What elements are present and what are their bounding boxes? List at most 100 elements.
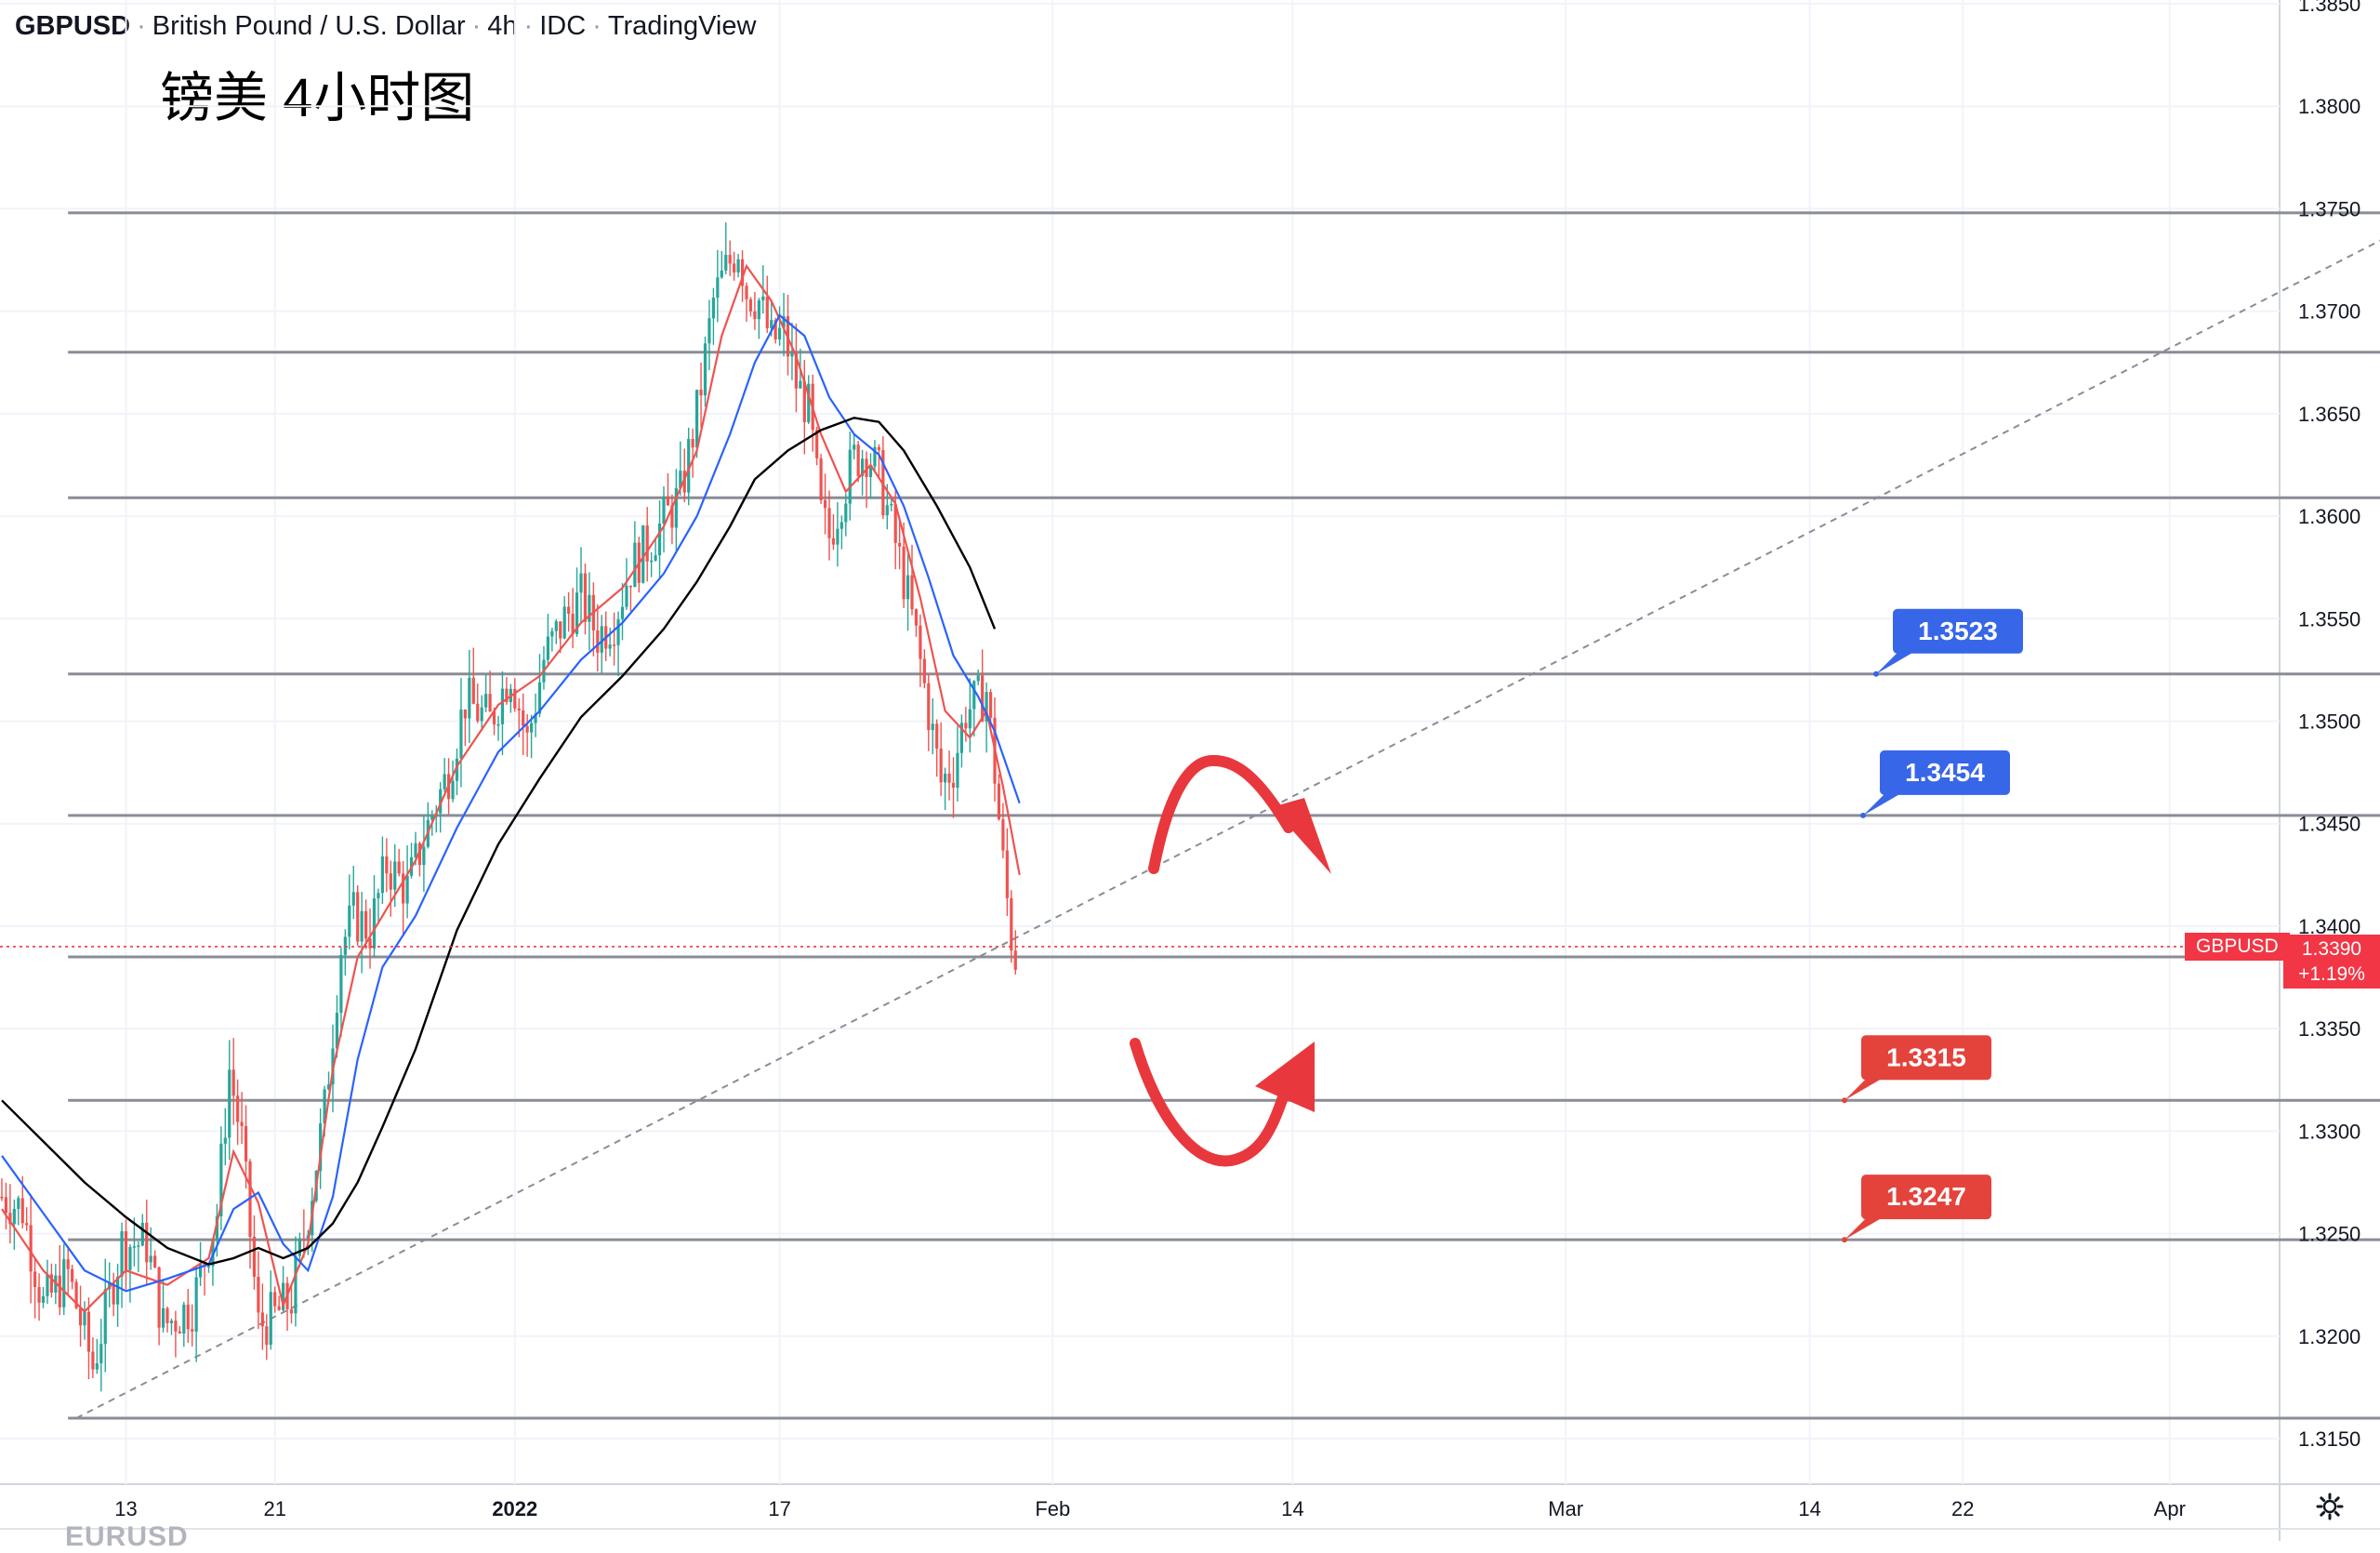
candle-down (20, 1198, 24, 1224)
candle-up (380, 856, 384, 894)
candle-up (223, 1137, 227, 1144)
moving-average-fast (1, 263, 1021, 1313)
support-arrow-curve (1130, 1038, 1289, 1167)
candle-down (174, 1321, 178, 1332)
candle-down (265, 1326, 269, 1345)
candle-up (679, 471, 682, 488)
candle-up (807, 383, 811, 423)
candle-down (815, 430, 819, 458)
candle-down (402, 873, 405, 904)
candle-down (794, 352, 798, 389)
candle-down (165, 1307, 169, 1323)
candle-down (827, 508, 831, 538)
candle-up (885, 505, 889, 516)
candle-down (902, 546, 906, 600)
candle-up (206, 1266, 211, 1268)
candle-down (124, 1230, 128, 1270)
candle-up (137, 1245, 140, 1247)
candle-up (790, 352, 794, 357)
candle-up (868, 466, 873, 477)
candle-down (186, 1304, 190, 1330)
chart-header: GBPUSD · British Pound / U.S. Dollar · 4h · ID… (15, 11, 756, 42)
time-tick-label: 14 (1281, 1497, 1303, 1520)
support-arrow-head (1255, 1042, 1315, 1112)
candlesticks (0, 222, 1017, 1392)
candle-up (269, 1292, 272, 1345)
separator: · (523, 11, 534, 41)
candle-up (720, 270, 723, 278)
candle-down (191, 1329, 194, 1332)
candle-down (244, 1125, 248, 1161)
candle-down (831, 538, 836, 545)
candle-up (848, 449, 852, 504)
candle-down (463, 709, 467, 719)
candle-down (277, 1306, 281, 1310)
candle-down (37, 1287, 41, 1303)
candle-up (537, 682, 542, 714)
candle-up (335, 1013, 339, 1049)
callout-pointer (1876, 647, 1921, 674)
callout-text: 1.3454 (1905, 758, 1985, 787)
watermark: EURUSD (65, 1521, 189, 1552)
candle-up (657, 523, 662, 556)
settings-gear-icon[interactable] (2315, 1492, 2345, 1521)
price-tick-label: 1.3800 (2298, 95, 2360, 118)
symbol-name[interactable]: GBPUSD (15, 11, 131, 41)
candle-down (257, 1277, 260, 1313)
candle-up (17, 1198, 20, 1209)
candle-up (128, 1246, 132, 1270)
candle-up (736, 259, 740, 273)
candle-down (389, 873, 392, 890)
candle-up (703, 343, 707, 396)
candle-down (819, 458, 823, 500)
candle-down (0, 1196, 4, 1199)
candle-up (588, 594, 591, 622)
price-tick-label: 1.3550 (2298, 607, 2360, 630)
price-tick-label: 1.3350 (2298, 1017, 2360, 1041)
candle-up (343, 936, 347, 955)
callout-text: 1.3315 (1886, 1042, 1966, 1071)
direction-arrows (1130, 754, 1331, 1167)
resistance-arrow-curve (1148, 754, 1294, 874)
candle-down (571, 613, 575, 634)
candle-up (625, 585, 628, 607)
candle-down (964, 723, 968, 729)
candle-up (294, 1255, 298, 1314)
price-callouts: 1.3523 1.3454 1.3315 1.3247 (1842, 608, 2023, 1243)
time-tick-label: 14 (1798, 1497, 1820, 1520)
candle-up (405, 875, 409, 904)
callout-box (1861, 1035, 1991, 1081)
candle-down (488, 694, 492, 712)
interval-label[interactable]: 4h (487, 11, 518, 41)
candle-up (616, 618, 620, 645)
candle-up (372, 898, 377, 949)
callout-pointer (1863, 789, 1908, 816)
candle-down (699, 390, 703, 396)
candle-down (417, 843, 422, 866)
candle-up (194, 1277, 198, 1332)
candle-up (782, 316, 786, 328)
candle-down (981, 675, 985, 722)
candle-up (161, 1307, 165, 1328)
candle-up (215, 1215, 218, 1240)
candle-down (691, 438, 694, 448)
candle-up (140, 1222, 144, 1246)
price-tick-label: 1.3850 (2298, 0, 2360, 16)
candle-down (231, 1069, 235, 1096)
price-tick-label: 1.3150 (2298, 1427, 2360, 1451)
candle-down (157, 1267, 161, 1328)
candle-down (397, 861, 401, 874)
candle-up (861, 458, 865, 476)
candle-down (613, 644, 616, 646)
candle-up (120, 1230, 124, 1277)
time-tick-label: 17 (768, 1497, 790, 1520)
candle-up (890, 503, 893, 506)
candle-up (103, 1289, 107, 1345)
candle-down (947, 773, 951, 783)
resistance-arrow-head (1272, 798, 1331, 874)
candle-up (844, 503, 848, 523)
moving-average-mid (1, 313, 1021, 1293)
candle-up (873, 446, 877, 467)
